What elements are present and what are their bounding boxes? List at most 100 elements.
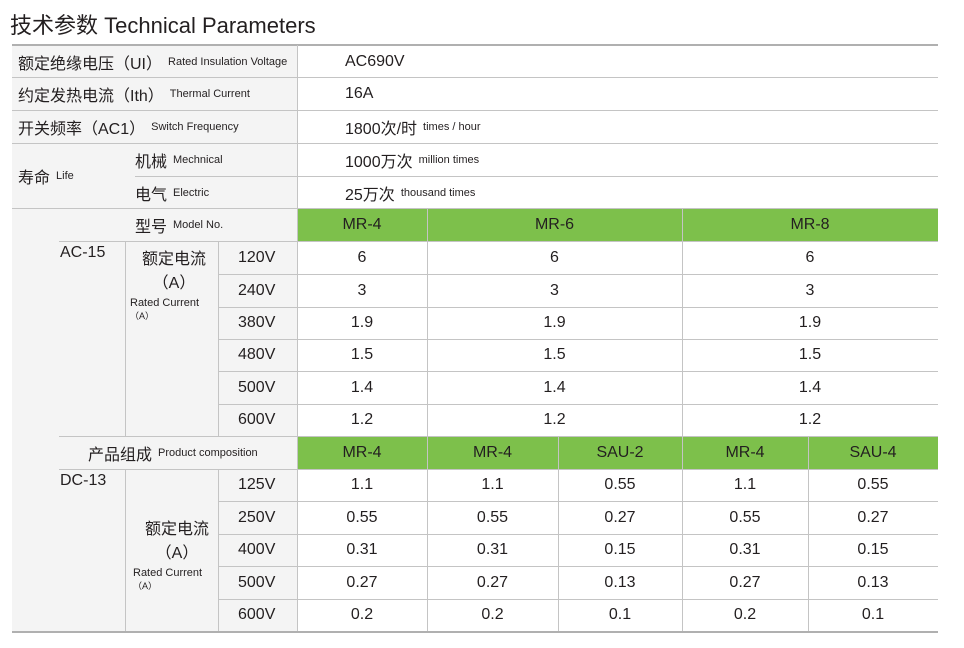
text: 1.4 bbox=[798, 378, 822, 396]
text: 0.55 bbox=[476, 508, 509, 526]
voltage-label: 250V bbox=[238, 501, 298, 534]
text: 0.55 bbox=[346, 508, 378, 526]
cn: 额定电流 bbox=[141, 251, 206, 268]
text: 1000万次 bbox=[345, 153, 413, 171]
value-cell: 0.1 bbox=[808, 599, 938, 631]
text: 0.55 bbox=[857, 476, 889, 493]
english-label: Model No. bbox=[173, 218, 224, 231]
english-label: Thermal Current bbox=[169, 88, 250, 100]
text: 500V bbox=[238, 378, 276, 396]
voltage-label: 600V bbox=[238, 404, 298, 436]
text: 0.15 bbox=[604, 541, 636, 558]
divider bbox=[218, 566, 938, 567]
value-cell: 1.2 bbox=[297, 404, 427, 436]
text: 0.1 bbox=[608, 606, 632, 623]
value-cell: 6 bbox=[427, 241, 682, 274]
value-cell: 0.13 bbox=[558, 566, 682, 599]
text: DC-13 bbox=[60, 472, 107, 489]
english-label: Life bbox=[56, 169, 74, 182]
value-cell: 1.5 bbox=[297, 339, 427, 371]
value-cell: 0.27 bbox=[427, 566, 558, 599]
param-label: 额定绝缘电压（UI） Rated Insulation Voltage bbox=[18, 45, 297, 78]
divider bbox=[218, 371, 938, 372]
value-cell: 0.31 bbox=[427, 534, 558, 566]
value-cell: 6 bbox=[297, 241, 427, 274]
text: 0.2 bbox=[733, 606, 757, 623]
value-cell: 3 bbox=[297, 274, 427, 307]
text: MR-8 bbox=[790, 215, 830, 233]
text: 0.27 bbox=[476, 573, 509, 591]
divider bbox=[12, 44, 938, 46]
text: 600V bbox=[238, 411, 276, 428]
divider bbox=[682, 208, 683, 436]
dc-model-header bbox=[297, 436, 938, 469]
text: 380V bbox=[238, 314, 276, 331]
value-cell: 1.2 bbox=[682, 404, 938, 436]
text: 0.13 bbox=[857, 573, 889, 591]
value-cell: 0.55 bbox=[558, 469, 682, 501]
text: 1.9 bbox=[350, 314, 374, 331]
text: 3 bbox=[805, 281, 815, 299]
text: 1.5 bbox=[543, 346, 566, 363]
value-cell: 0.2 bbox=[297, 599, 427, 631]
text: MR-6 bbox=[534, 215, 575, 233]
english-label: Mechnical bbox=[173, 153, 223, 166]
text: AC-15 bbox=[60, 244, 106, 261]
product-composition-label: 产品组成 Product composition bbox=[88, 436, 297, 469]
english-label: Rated Insulation Voltage bbox=[168, 55, 288, 68]
voltage-label: 120V bbox=[238, 241, 298, 274]
text: 1.5 bbox=[350, 346, 374, 363]
text: 1.4 bbox=[543, 378, 566, 396]
value-cell: 0.27 bbox=[682, 566, 808, 599]
value-cell: 1.5 bbox=[682, 339, 938, 371]
divider bbox=[218, 501, 938, 502]
text: 1.9 bbox=[798, 314, 822, 331]
value-cell: 1.2 bbox=[427, 404, 682, 436]
value-cell: 6 bbox=[682, 241, 938, 274]
text: 0.2 bbox=[481, 606, 504, 623]
voltage-label: 380V bbox=[238, 307, 298, 339]
divider bbox=[12, 77, 938, 78]
life-value: 25万次 thousand times bbox=[345, 176, 935, 209]
english-label: times / hour bbox=[423, 120, 481, 133]
value-cell: 1.5 bbox=[427, 339, 682, 371]
english-label: Switch Frequency bbox=[151, 120, 239, 133]
model-header-cell: MR-4 bbox=[682, 436, 808, 469]
divider bbox=[125, 469, 126, 631]
value-cell: 0.31 bbox=[682, 534, 808, 566]
text: 6 bbox=[805, 248, 815, 266]
text: 0.13 bbox=[604, 573, 636, 591]
text: 0.27 bbox=[604, 508, 636, 526]
text: 0.27 bbox=[857, 508, 889, 526]
text: 6 bbox=[357, 248, 367, 266]
divider bbox=[218, 274, 938, 275]
value-cell: 1.1 bbox=[427, 469, 558, 501]
model-header-cell: MR-8 bbox=[682, 208, 938, 241]
value-cell: 0.31 bbox=[297, 534, 427, 566]
divider bbox=[59, 241, 938, 242]
text: 400V bbox=[238, 541, 276, 558]
text: 0.31 bbox=[729, 541, 761, 558]
divider bbox=[558, 436, 559, 631]
model-no-label: 型号 Model No. bbox=[135, 208, 295, 241]
divider bbox=[12, 110, 938, 111]
text: MR-4 bbox=[342, 443, 382, 461]
value-cell: 1.4 bbox=[682, 371, 938, 404]
param-label: 约定发热电流（Ith） Thermal Current bbox=[18, 78, 297, 110]
divider bbox=[808, 436, 809, 631]
value-cell: 3 bbox=[682, 274, 938, 307]
text: 500V bbox=[238, 573, 276, 591]
value-cell: 0.55 bbox=[682, 501, 808, 534]
text: 寿命 bbox=[18, 169, 51, 187]
text: 250V bbox=[238, 508, 276, 526]
text: 16A bbox=[345, 85, 374, 102]
text: 0.2 bbox=[350, 606, 374, 623]
text: 1.1 bbox=[350, 476, 374, 493]
divider bbox=[218, 534, 938, 535]
cn: 额定电流 bbox=[144, 521, 209, 538]
divider bbox=[218, 404, 938, 405]
value-cell: 0.2 bbox=[682, 599, 808, 631]
en: Rated Current bbox=[130, 297, 200, 309]
value-cell: 0.27 bbox=[297, 566, 427, 599]
text: 机械 bbox=[135, 153, 168, 171]
